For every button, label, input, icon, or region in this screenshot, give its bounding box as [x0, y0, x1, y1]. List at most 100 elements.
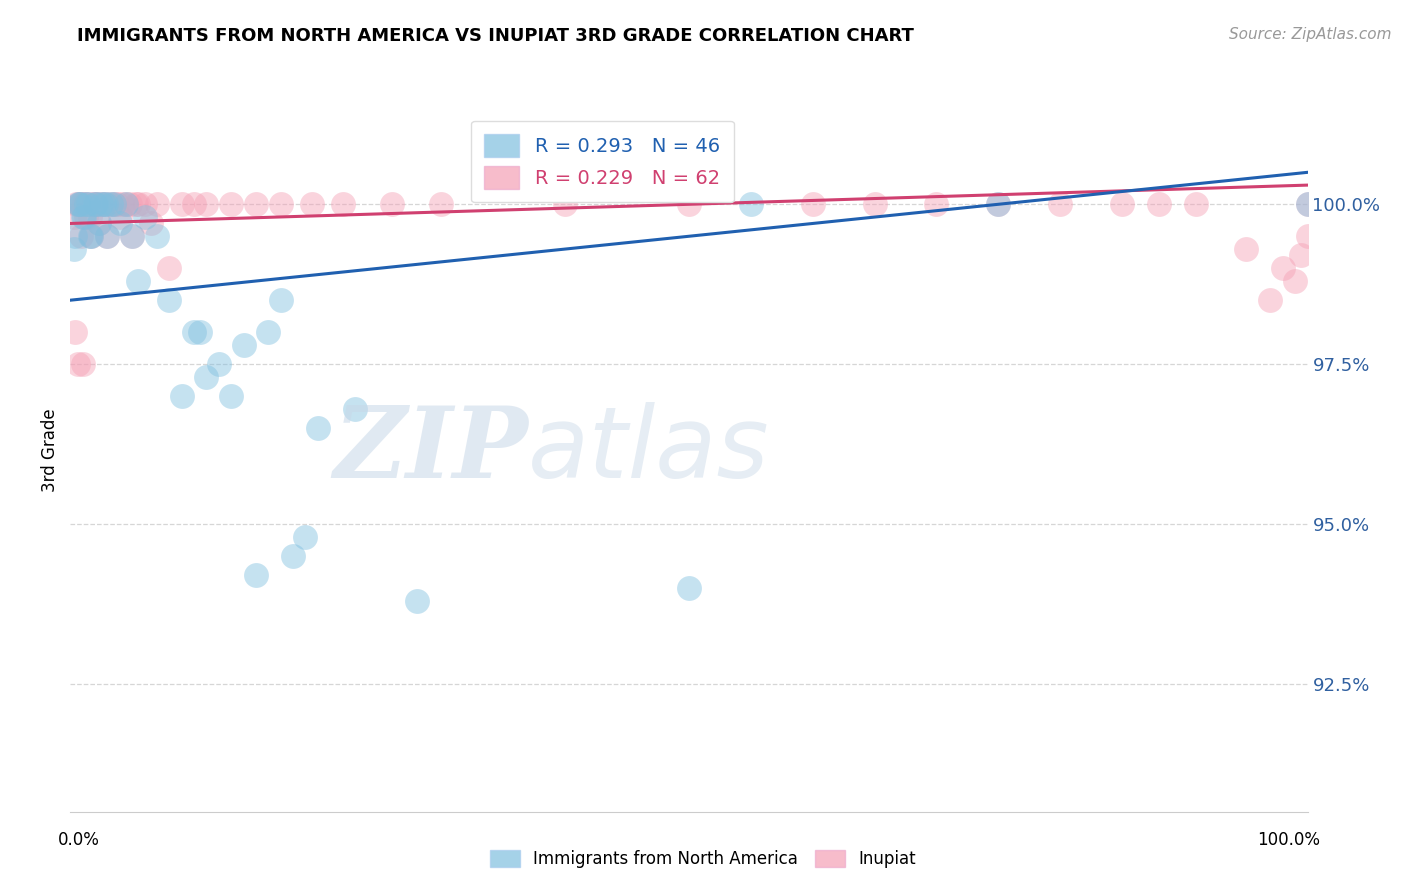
Text: ZIP: ZIP [333, 402, 529, 499]
Point [96, 229, 118, 244]
Point [208, 357, 231, 371]
Point [84, 197, 107, 211]
Point [134, 210, 156, 224]
Legend: Immigrants from North America, Inupiat: Immigrants from North America, Inupiat [484, 843, 922, 875]
Point [87, 217, 110, 231]
Point [430, 197, 453, 211]
Point [65, 325, 87, 339]
Point [63, 210, 86, 224]
Point [1234, 242, 1257, 256]
Point [219, 389, 242, 403]
Point [98, 197, 121, 211]
Point [157, 293, 180, 308]
Point [127, 274, 149, 288]
Point [121, 229, 143, 244]
Point [1260, 293, 1282, 308]
Point [96, 197, 118, 211]
Point [67, 197, 90, 211]
Point [91, 197, 114, 211]
Point [183, 197, 205, 211]
Point [72, 357, 94, 371]
Point [77, 197, 100, 211]
Point [108, 217, 131, 231]
Point [381, 197, 404, 211]
Point [1296, 229, 1319, 244]
Point [170, 389, 193, 403]
Point [115, 197, 138, 211]
Point [987, 197, 1010, 211]
Point [80, 229, 103, 244]
Text: 0.0%: 0.0% [58, 831, 100, 849]
Point [75, 210, 97, 224]
Point [554, 197, 576, 211]
Point [79, 229, 101, 244]
Point [70, 197, 93, 211]
Point [157, 261, 180, 276]
Point [139, 217, 162, 231]
Point [125, 197, 148, 211]
Point [73, 210, 96, 224]
Point [1296, 197, 1319, 211]
Point [245, 197, 267, 211]
Point [121, 229, 143, 244]
Point [232, 338, 254, 352]
Point [1296, 197, 1319, 211]
Point [79, 210, 101, 224]
Point [86, 197, 108, 211]
Point [294, 530, 316, 544]
Point [301, 197, 323, 211]
Point [103, 197, 125, 211]
Point [67, 197, 90, 211]
Point [108, 210, 131, 224]
Point [146, 229, 169, 244]
Point [87, 217, 110, 231]
Point [863, 197, 886, 211]
Point [75, 197, 97, 211]
Point [76, 197, 98, 211]
Point [257, 325, 280, 339]
Point [1291, 248, 1313, 262]
Point [118, 197, 141, 211]
Point [66, 357, 89, 371]
Point [90, 197, 112, 211]
Point [195, 370, 218, 384]
Point [70, 229, 93, 244]
Point [115, 197, 138, 211]
Point [343, 401, 366, 416]
Point [69, 197, 91, 211]
Text: 100.0%: 100.0% [1257, 831, 1320, 849]
Point [183, 325, 205, 339]
Point [740, 197, 762, 211]
Point [134, 197, 156, 211]
Text: IMMIGRANTS FROM NORTH AMERICA VS INUPIAT 3RD GRADE CORRELATION CHART: IMMIGRANTS FROM NORTH AMERICA VS INUPIAT… [77, 27, 914, 45]
Point [103, 197, 125, 211]
Point [270, 197, 292, 211]
Point [96, 229, 118, 244]
Point [75, 197, 97, 211]
Point [188, 325, 211, 339]
Legend: R = 0.293   N = 46, R = 0.229   N = 62: R = 0.293 N = 46, R = 0.229 N = 62 [471, 120, 734, 202]
Point [307, 421, 329, 435]
Point [405, 593, 427, 607]
Point [83, 197, 105, 211]
Point [1111, 197, 1133, 211]
Point [1049, 197, 1071, 211]
Point [195, 197, 218, 211]
Point [146, 197, 169, 211]
Point [127, 197, 149, 211]
Point [170, 197, 193, 211]
Point [270, 293, 292, 308]
Point [1271, 261, 1294, 276]
Point [100, 197, 122, 211]
Point [219, 197, 242, 211]
Point [678, 581, 700, 595]
Point [1185, 197, 1208, 211]
Point [84, 197, 107, 211]
Point [245, 568, 267, 582]
Point [93, 197, 115, 211]
Point [105, 197, 128, 211]
Point [281, 549, 304, 563]
Point [801, 197, 824, 211]
Point [73, 197, 96, 211]
Point [332, 197, 354, 211]
